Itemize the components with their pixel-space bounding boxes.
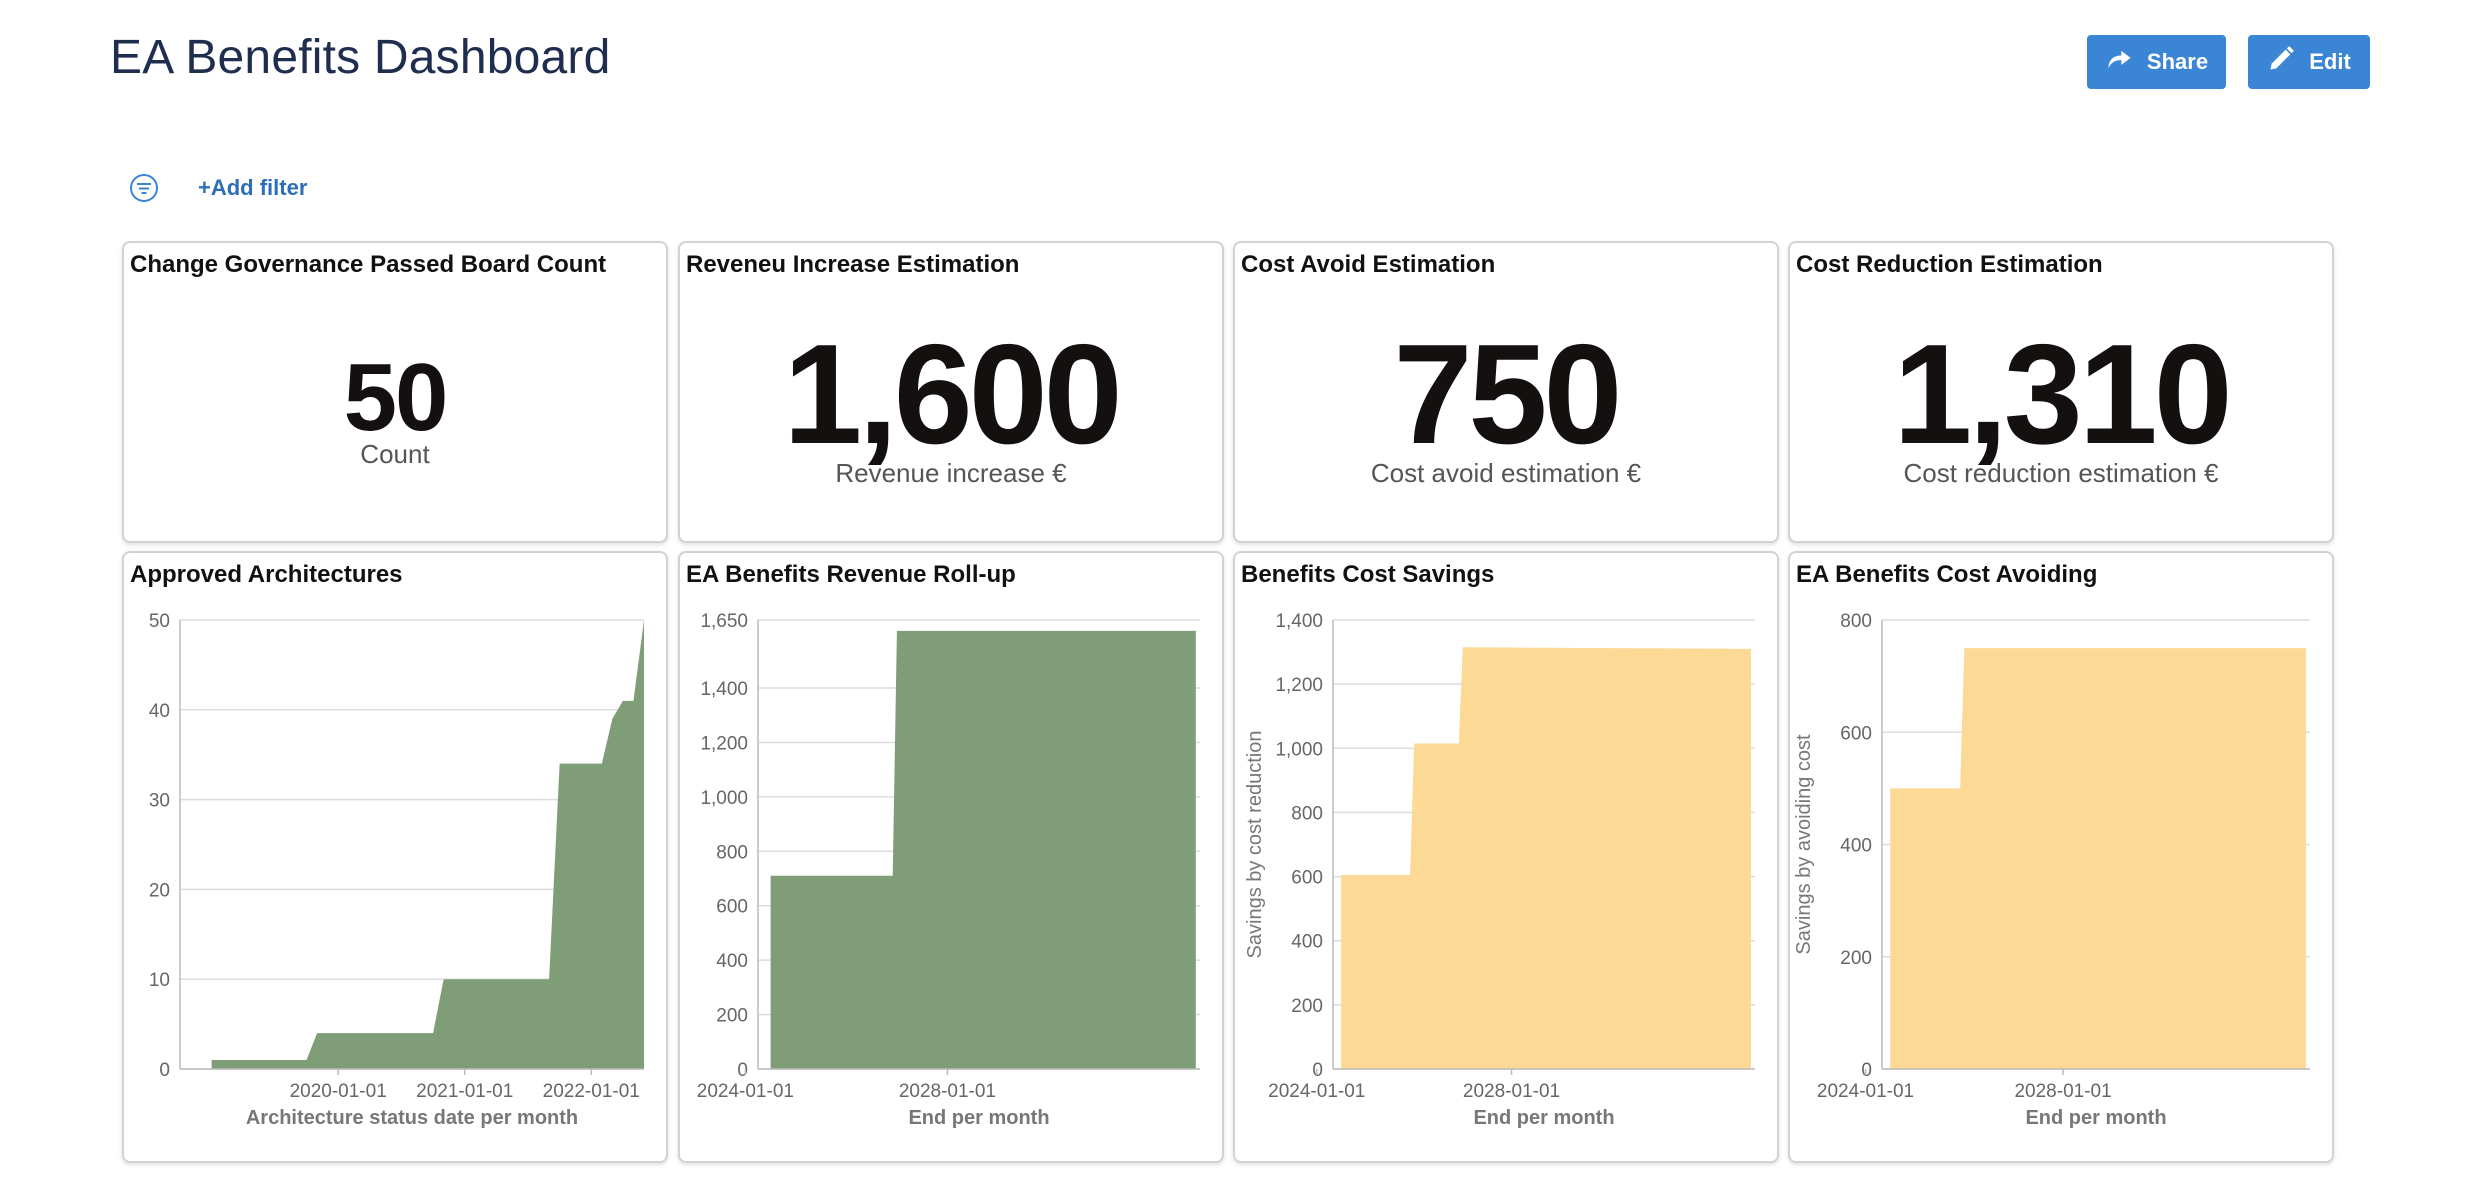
metric-label: Count bbox=[360, 439, 430, 469]
pencil-icon bbox=[2267, 45, 2295, 79]
x-axis-label: End per month bbox=[1473, 1107, 1614, 1129]
y-tick-label: 50 bbox=[149, 611, 170, 632]
y-tick-label: 400 bbox=[1291, 932, 1323, 953]
metric-card-cost-avoid: Cost Avoid Estimation 750 Cost avoid est… bbox=[1233, 241, 1779, 543]
share-label: Share bbox=[2146, 49, 2209, 74]
metric-value: 1,600 bbox=[783, 315, 1122, 474]
y-tick-label: 40 bbox=[149, 701, 170, 722]
y-tick-label: 800 bbox=[716, 842, 748, 863]
x-tick-label: 2022-01-01 bbox=[543, 1081, 640, 1102]
chart-card-revenue-rollup: EA Benefits Revenue Roll-up 0 200 400 600 80… bbox=[678, 551, 1224, 1163]
y-tick-label: 1,200 bbox=[700, 733, 748, 754]
x-tick-label: 2020-01-01 bbox=[290, 1081, 387, 1102]
y-tick-label: 1,400 bbox=[1275, 611, 1323, 632]
x-tick-label: 2028-01-01 bbox=[2014, 1081, 2111, 1102]
x-axis-label: Architecture status date per month bbox=[246, 1107, 578, 1129]
x-tick-label: 2024-01-01 bbox=[697, 1081, 794, 1102]
y-tick-label: 800 bbox=[1840, 611, 1872, 632]
filter-bar: +Add filter bbox=[128, 172, 307, 204]
chart-card-approved-architectures: Approved Architectures 0 10 20 30 40 50 2020-0… bbox=[122, 551, 668, 1163]
y-tick-label: 0 bbox=[1861, 1060, 1872, 1081]
y-tick-label: 20 bbox=[149, 880, 170, 901]
x-axis-label: End per month bbox=[2025, 1107, 2166, 1129]
metric-label: Cost reduction estimation € bbox=[1903, 458, 2219, 488]
y-tick-label: 200 bbox=[1840, 948, 1872, 969]
area-series[interactable] bbox=[1341, 647, 1751, 1069]
card-title: Cost Reduction Estimation bbox=[1796, 251, 2103, 278]
chart-revenue-rollup: 0 200 400 600 800 1,000 1,200 1,400 1,650 2024-01… bbox=[697, 611, 1200, 1129]
y-tick-label: 1,000 bbox=[1275, 739, 1323, 760]
y-tick-label: 0 bbox=[737, 1060, 748, 1081]
metric-card-governance-count: Change Governance Passed Board Count 50 … bbox=[122, 241, 668, 543]
chart-cost-savings: 0 200 400 600 800 1,000 1,200 1,400 2024-01-01 20… bbox=[1244, 611, 1755, 1129]
edit-button[interactable]: Edit bbox=[2248, 35, 2370, 89]
chart-approved-architectures: 0 10 20 30 40 50 2020-01-01 2021-01-01 2022-01-0… bbox=[149, 611, 644, 1129]
metric-value: 1,310 bbox=[1893, 315, 2232, 474]
y-tick-label: 30 bbox=[149, 791, 170, 812]
chart-title: EA Benefits Revenue Roll-up bbox=[686, 561, 1016, 588]
metric-value: 50 bbox=[343, 344, 449, 451]
share-button[interactable]: Share bbox=[2087, 35, 2226, 89]
y-tick-label: 0 bbox=[1312, 1060, 1323, 1081]
metric-card-cost-reduction: Cost Reduction Estimation 1,310 Cost red… bbox=[1788, 241, 2334, 543]
x-tick-label: 2028-01-01 bbox=[899, 1081, 996, 1102]
card-title: Reveneu Increase Estimation bbox=[686, 251, 1020, 278]
chart-title: Benefits Cost Savings bbox=[1241, 561, 1495, 588]
y-tick-label: 10 bbox=[149, 970, 170, 991]
y-tick-label: 600 bbox=[1291, 868, 1323, 889]
x-tick-label: 2024-01-01 bbox=[1817, 1081, 1914, 1102]
area-series[interactable] bbox=[1890, 648, 2306, 1069]
card-title: Cost Avoid Estimation bbox=[1241, 251, 1496, 278]
y-tick-label: 400 bbox=[716, 951, 748, 972]
y-tick-label: 1,000 bbox=[700, 788, 748, 809]
y-axis-label: Savings by cost reduction bbox=[1244, 731, 1266, 959]
y-tick-label: 600 bbox=[716, 897, 748, 918]
y-tick-label: 400 bbox=[1840, 836, 1872, 857]
y-tick-label: 1,650 bbox=[700, 611, 748, 632]
chart-title: Approved Architectures bbox=[130, 561, 403, 588]
x-tick-label: 2024-01-01 bbox=[1268, 1081, 1365, 1102]
y-tick-label: 200 bbox=[716, 1006, 748, 1027]
y-tick-label: 600 bbox=[1840, 723, 1872, 744]
add-filter-link[interactable]: +Add filter bbox=[198, 175, 308, 200]
area-series[interactable] bbox=[770, 630, 1196, 1069]
card-title: Change Governance Passed Board Count bbox=[130, 251, 607, 278]
chart-card-cost-savings: Benefits Cost Savings 0 200 400 600 800 1,000… bbox=[1233, 551, 1779, 1163]
x-tick-label: 2028-01-01 bbox=[1463, 1081, 1560, 1102]
metric-label: Cost avoid estimation € bbox=[1370, 458, 1642, 488]
chart-title: EA Benefits Cost Avoiding bbox=[1796, 561, 2098, 588]
edit-label: Edit bbox=[2309, 49, 2351, 74]
x-tick-label: 2021-01-01 bbox=[416, 1081, 513, 1102]
area-series[interactable] bbox=[211, 620, 644, 1069]
chart-cost-avoiding: 0 200 400 600 800 2024-01-01 2028-01-01 End per… bbox=[1793, 611, 2310, 1129]
metric-card-revenue-increase: Reveneu Increase Estimation 1,600 Revenu… bbox=[678, 241, 1224, 543]
y-tick-label: 0 bbox=[159, 1060, 170, 1081]
filter-icon[interactable] bbox=[128, 172, 160, 204]
x-axis-label: End per month bbox=[908, 1107, 1049, 1129]
chart-card-cost-avoiding: EA Benefits Cost Avoiding 0 200 400 600 800 2… bbox=[1788, 551, 2334, 1163]
y-tick-label: 200 bbox=[1291, 996, 1323, 1017]
metric-value: 750 bbox=[1393, 315, 1623, 474]
page-title: EA Benefits Dashboard bbox=[110, 31, 611, 84]
share-icon bbox=[2105, 45, 2133, 79]
y-axis-label: Savings by avoiding cost bbox=[1793, 734, 1815, 955]
metric-label: Revenue increase € bbox=[835, 458, 1067, 488]
y-tick-label: 1,200 bbox=[1275, 675, 1323, 696]
y-tick-label: 1,400 bbox=[700, 679, 748, 700]
y-tick-label: 800 bbox=[1291, 803, 1323, 824]
